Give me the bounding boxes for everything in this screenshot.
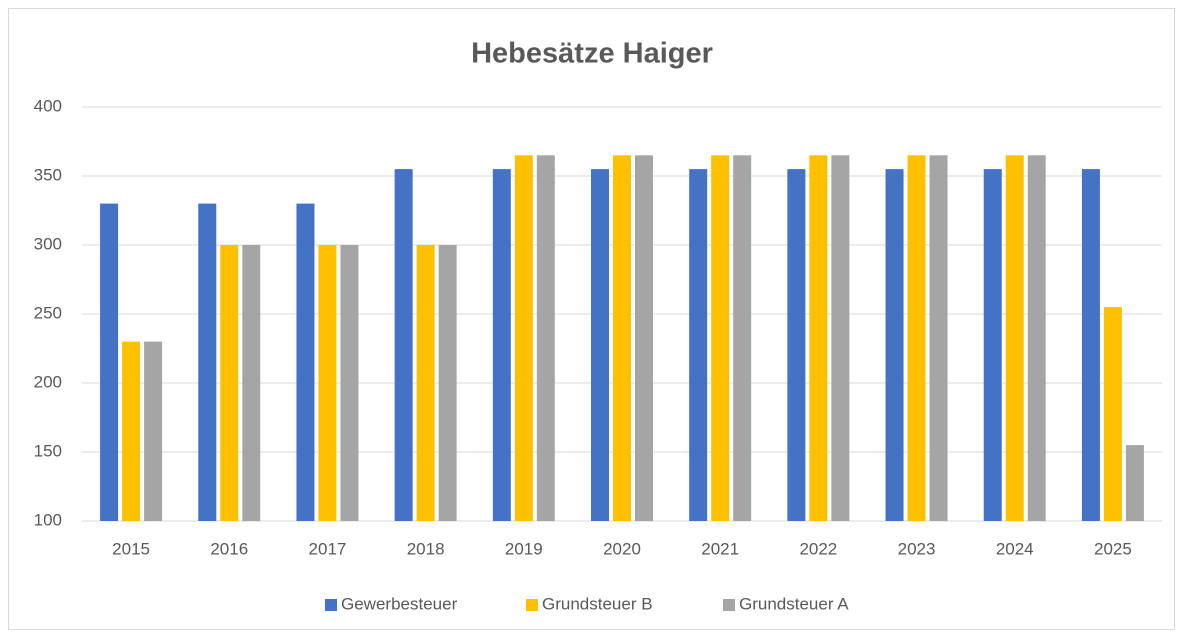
legend-swatch: [325, 599, 337, 611]
bar: [929, 155, 948, 522]
x-tick-label: 2017: [309, 539, 347, 558]
bar: [711, 155, 730, 522]
bar: [1125, 445, 1144, 521]
bar: [635, 155, 653, 522]
x-tick-label: 2022: [799, 539, 837, 558]
chart-title: Hebesätze Haiger: [471, 38, 713, 70]
legend-swatch: [723, 599, 735, 611]
legend-label: Grundsteuer A: [739, 594, 849, 613]
bar: [733, 155, 752, 522]
bar: [220, 245, 239, 521]
bar: [340, 245, 359, 521]
bar: [885, 169, 904, 521]
bar: [1005, 155, 1024, 522]
bar: [100, 203, 119, 521]
bar: [689, 169, 708, 521]
x-tick-label: 2021: [701, 539, 739, 558]
x-tick-label: 2025: [1094, 539, 1132, 558]
bar: [514, 155, 533, 522]
bar: [394, 169, 413, 521]
bar: [809, 155, 828, 522]
bar: [122, 341, 141, 521]
bar: [198, 203, 217, 521]
bar: [416, 245, 435, 521]
bar: [613, 155, 631, 522]
bar: [318, 245, 337, 521]
bar: [242, 245, 261, 521]
bar: [831, 155, 850, 522]
x-tick-label: 2019: [505, 539, 543, 558]
x-tick-label: 2020: [603, 539, 641, 558]
x-tick-label: 2018: [407, 539, 445, 558]
bar: [907, 155, 926, 522]
x-tick-label: 2016: [210, 539, 248, 558]
x-tick-label: 2024: [996, 539, 1034, 558]
y-tick-label: 300: [34, 234, 62, 253]
y-tick-label: 150: [34, 441, 62, 460]
bar: [983, 169, 1002, 521]
bar: [144, 341, 163, 521]
bar: [1103, 307, 1122, 521]
bar: [536, 155, 555, 522]
bar: [787, 169, 806, 521]
legend-label: Gewerbesteuer: [341, 594, 458, 613]
legend-swatch: [526, 599, 538, 611]
bar: [1027, 155, 1046, 522]
bar: [492, 169, 511, 521]
y-tick-label: 350: [34, 165, 62, 184]
bar: [591, 169, 609, 521]
y-tick-label: 200: [34, 372, 62, 391]
legend-label: Grundsteuer B: [542, 594, 653, 613]
x-tick-label: 2015: [112, 539, 150, 558]
y-tick-label: 100: [34, 510, 62, 529]
y-tick-label: 400: [34, 96, 62, 115]
bar: [296, 203, 315, 521]
y-tick-label: 250: [34, 303, 62, 322]
bar: [438, 245, 457, 521]
x-tick-label: 2023: [898, 539, 936, 558]
bar: [1081, 169, 1100, 521]
